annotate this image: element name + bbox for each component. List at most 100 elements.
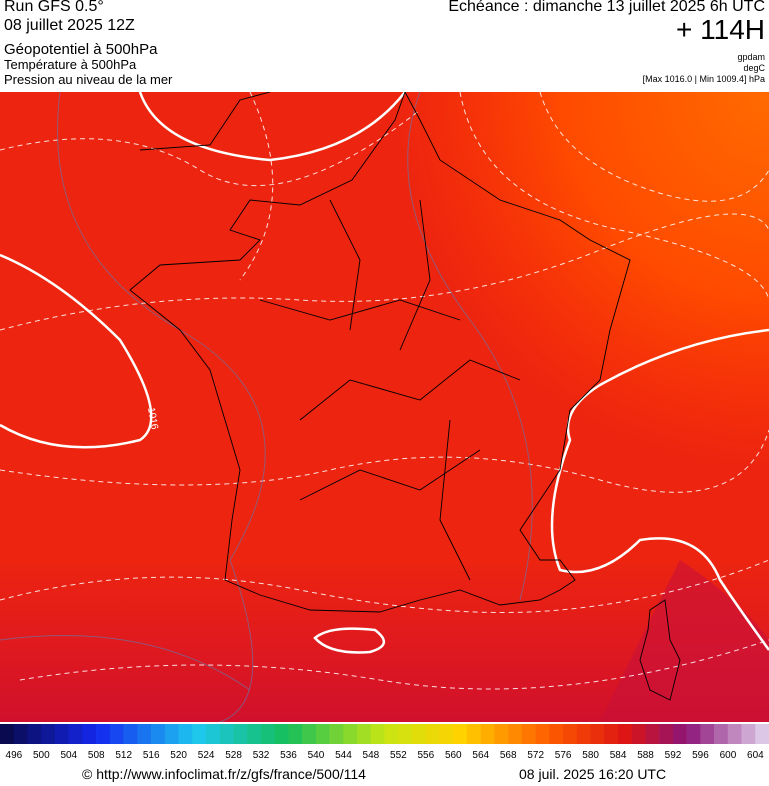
scale-swatch bbox=[233, 724, 248, 744]
scale-label: 568 bbox=[500, 750, 517, 761]
scale-swatch bbox=[205, 724, 221, 744]
scale-swatch bbox=[617, 724, 632, 744]
scale-swatch bbox=[686, 724, 701, 744]
scale-swatch bbox=[494, 724, 509, 744]
scale-label: 600 bbox=[720, 750, 737, 761]
scale-label: 504 bbox=[60, 750, 77, 761]
scale-swatch bbox=[480, 724, 495, 744]
scale-swatch bbox=[192, 724, 207, 744]
scale-label: 592 bbox=[665, 750, 682, 761]
scale-label: 584 bbox=[610, 750, 627, 761]
scale-swatch bbox=[315, 724, 330, 744]
scale-swatch bbox=[260, 724, 275, 744]
color-scale: 496 500 504 508 512 516 520 524 528 532 536 540 544 5… bbox=[0, 724, 769, 761]
scale-swatch bbox=[13, 724, 28, 744]
scale-swatch bbox=[439, 724, 454, 744]
scale-label: 560 bbox=[445, 750, 462, 761]
timestamp: 08 juil. 2025 16:20 UTC bbox=[519, 766, 667, 782]
scale-swatch bbox=[521, 724, 536, 744]
scale-label: 604 bbox=[747, 750, 764, 761]
temperature-isolines bbox=[0, 92, 769, 690]
scale-swatch bbox=[604, 724, 619, 744]
scale-swatch bbox=[288, 724, 303, 744]
scale-label: 508 bbox=[88, 750, 105, 761]
contour-label: 1016 bbox=[145, 407, 160, 431]
scale-swatch bbox=[109, 724, 124, 744]
scale-swatch bbox=[645, 724, 660, 744]
scale-label: 496 bbox=[6, 750, 23, 761]
pressure-range: [Max 1016.0 | Min 1009.4] hPa bbox=[642, 74, 765, 84]
scale-label: 564 bbox=[472, 750, 489, 761]
scale-label: 536 bbox=[280, 750, 297, 761]
run-date: 08 juillet 2025 12Z bbox=[4, 17, 135, 34]
scale-swatch bbox=[27, 724, 42, 744]
map: 1016 bbox=[0, 92, 769, 722]
scale-swatch bbox=[535, 724, 550, 744]
scale-label: 528 bbox=[225, 750, 242, 761]
scale-swatch bbox=[384, 724, 399, 744]
geopotential-isolines bbox=[0, 92, 769, 654]
layer: Géopotentiel à 500hPa bbox=[4, 41, 158, 58]
scale-swatch bbox=[411, 724, 426, 744]
scale-label: 576 bbox=[555, 750, 572, 761]
scale-swatch bbox=[123, 724, 138, 744]
scale-swatch bbox=[178, 724, 193, 744]
scale-swatch bbox=[329, 724, 344, 744]
scale-label: 572 bbox=[527, 750, 544, 761]
scale-label: 596 bbox=[692, 750, 709, 761]
layer: Pression au niveau de la mer bbox=[4, 72, 173, 87]
scale-swatch bbox=[41, 724, 56, 744]
scale-swatch bbox=[164, 724, 179, 744]
scale-swatch bbox=[219, 724, 234, 744]
run: Run GFS 0.5° bbox=[4, 0, 104, 15]
scale-label: 588 bbox=[637, 750, 654, 761]
scale-swatch bbox=[590, 724, 605, 744]
unit: degC bbox=[743, 63, 765, 73]
scale-swatch bbox=[137, 724, 152, 744]
scale-swatch bbox=[302, 724, 317, 744]
scale-swatch bbox=[0, 724, 15, 744]
scale-swatch bbox=[151, 724, 166, 744]
scale-swatch bbox=[755, 724, 769, 744]
scale-swatch bbox=[96, 724, 111, 744]
scale-swatch bbox=[563, 724, 578, 744]
scale-swatch bbox=[247, 724, 262, 744]
scale-label: 548 bbox=[363, 750, 380, 761]
scale-label: 556 bbox=[417, 750, 434, 761]
scale-swatch bbox=[466, 724, 481, 744]
echeance: Echéance : dimanche 13 juillet 2025 6h U… bbox=[448, 0, 765, 15]
coastlines bbox=[129, 92, 681, 701]
scale-swatch bbox=[659, 724, 674, 744]
source-url: © http://www.infoclimat.fr/z/gfs/france/… bbox=[82, 766, 366, 782]
scale-swatch bbox=[370, 724, 385, 744]
scale-label: 520 bbox=[170, 750, 187, 761]
scale-label: 532 bbox=[253, 750, 270, 761]
layer: Température à 500hPa bbox=[4, 57, 137, 72]
scale-swatch bbox=[274, 724, 289, 744]
scale-swatch bbox=[68, 724, 83, 744]
scale-swatch bbox=[508, 724, 523, 744]
scale-swatch bbox=[576, 724, 591, 744]
scale-swatch bbox=[714, 724, 729, 744]
pressure-isolines bbox=[0, 92, 533, 722]
scale-label: 540 bbox=[308, 750, 325, 761]
scale-label: 544 bbox=[335, 750, 352, 761]
scale-swatch bbox=[54, 724, 69, 744]
scale-swatch bbox=[672, 724, 687, 744]
scale-label: 500 bbox=[33, 750, 50, 761]
unit: gpdam bbox=[737, 52, 765, 62]
scale-swatch bbox=[741, 724, 756, 744]
scale-swatch bbox=[727, 724, 742, 744]
scale-swatch bbox=[631, 724, 646, 744]
scale-swatch bbox=[343, 724, 358, 744]
scale-swatch bbox=[82, 724, 97, 744]
scale-label: 552 bbox=[390, 750, 407, 761]
scale-swatch bbox=[425, 724, 440, 744]
scale-label: 512 bbox=[115, 750, 132, 761]
scale-swatch bbox=[453, 724, 468, 744]
scale-label: 580 bbox=[582, 750, 599, 761]
scale-label: 516 bbox=[143, 750, 160, 761]
scale-swatch bbox=[700, 724, 715, 744]
scale-label: 524 bbox=[198, 750, 215, 761]
